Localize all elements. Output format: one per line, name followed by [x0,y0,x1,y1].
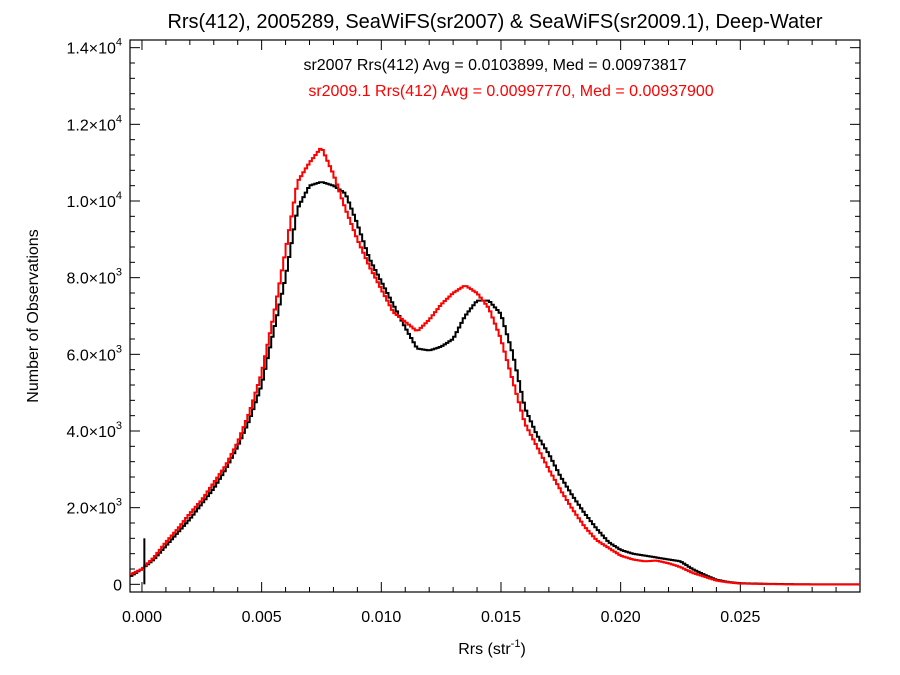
y-tick-label-mantissa: 6.0×10 [66,347,115,364]
x-axis-label-superscript: -1 [511,638,521,650]
y-axis-label: Number of Observations [25,229,42,402]
annotation-sr2007-stats: sr2007 Rrs(412) Avg = 0.0103899, Med = 0… [303,57,686,74]
y-tick-label-mantissa: 2.0×10 [66,501,115,518]
y-tick-label: 0 [113,577,122,594]
chart-title: Rrs(412), 2005289, SeaWiFS(sr2007) & Sea… [167,11,822,33]
x-axis-label-close: ) [520,641,525,658]
y-axis-ticks: 02.0×1034.0×1036.0×1038.0×1031.0×1041.2×… [66,37,860,594]
y-tick-label: 1.4×104 [66,37,122,58]
y-tick-label: 1.2×104 [66,113,122,134]
x-axis-label-base: Rrs (str [458,641,511,658]
y-tick-label-mantissa: 8.0×10 [66,271,115,288]
y-tick-label-mantissa: 1.4×10 [66,41,115,58]
x-tick-label: 0.025 [720,609,760,626]
x-axis-label: Rrs (str-1) [458,638,526,658]
y-tick-label: 2.0×103 [66,497,122,518]
y-tick-label-exponent: 4 [116,113,122,125]
y-tick-label-mantissa: 1.0×10 [66,194,115,211]
x-tick-label: 0.000 [122,609,162,626]
y-tick-label: 6.0×103 [66,343,122,364]
annotation-sr2009-stats: sr2009.1 Rrs(412) Avg = 0.00997770, Med … [308,83,713,100]
y-tick-label: 1.0×104 [66,190,122,211]
y-tick-label-exponent: 3 [116,420,122,432]
x-tick-label: 0.020 [601,609,641,626]
y-tick-label-exponent: 3 [116,497,122,509]
y-tick-label-exponent: 3 [116,267,122,279]
series-sr2009-histogram [130,147,860,586]
x-tick-label: 0.010 [361,609,401,626]
x-axis-ticks: 0.000 0.005 0.010 0.015 0.020 0.025 [122,40,837,626]
y-tick-label-exponent: 4 [116,190,122,202]
x-tick-label: 0.005 [242,609,282,626]
y-tick-label-exponent: 3 [116,343,122,355]
y-tick-label-mantissa: 1.2×10 [66,117,115,134]
plot-frame [129,39,861,593]
y-tick-label-mantissa: 4.0×10 [66,424,115,441]
y-tick-label-mantissa: 0 [113,577,122,594]
y-tick-label-exponent: 4 [116,37,122,49]
x-tick-label: 0.015 [481,609,521,626]
y-tick-label: 8.0×103 [66,267,122,288]
series-layer [130,147,860,586]
y-tick-label: 4.0×103 [66,420,122,441]
